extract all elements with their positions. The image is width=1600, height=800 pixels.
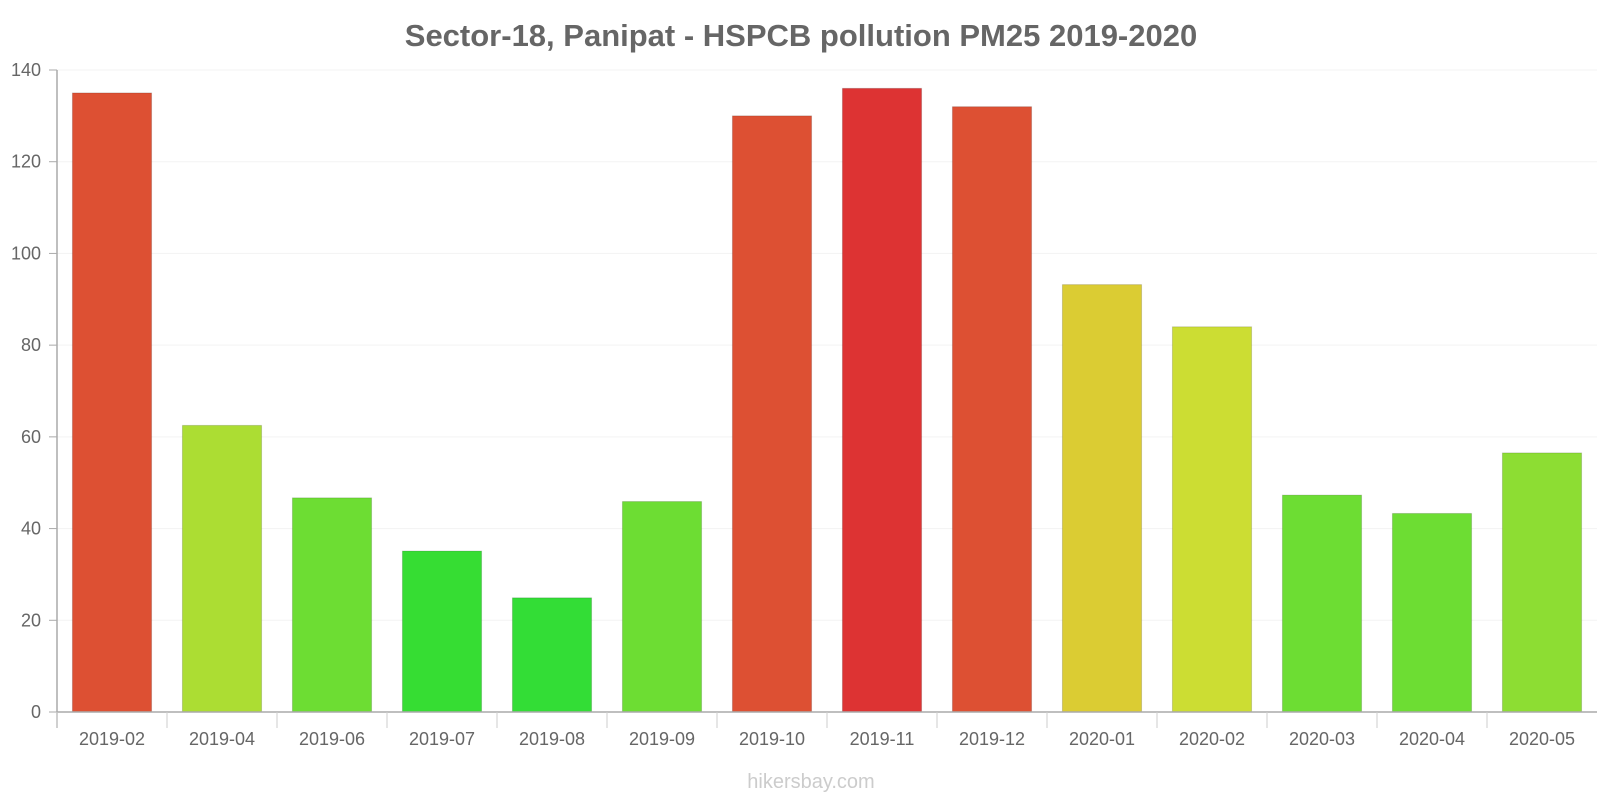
x-tick-label: 2019-10 — [739, 729, 805, 749]
x-tick-label: 2019-04 — [189, 729, 255, 749]
axes — [56, 70, 1597, 728]
y-tick-label: 20 — [21, 610, 41, 630]
gridlines — [57, 69, 1597, 621]
bar-2019-02 — [71, 92, 153, 713]
x-tick-label: 2019-06 — [299, 729, 365, 749]
bar-2020-02 — [1171, 326, 1253, 713]
x-tick-label: 2020-03 — [1289, 729, 1355, 749]
x-tick-label: 2019-07 — [409, 729, 475, 749]
bar-2019-12 — [951, 106, 1033, 713]
x-tick-label: 2020-01 — [1069, 729, 1135, 749]
y-tick-label: 140 — [11, 60, 41, 80]
bar-2019-09 — [621, 501, 703, 713]
y-tick-label: 60 — [21, 427, 41, 447]
y-tick-label: 40 — [21, 519, 41, 539]
y-tick-label: 80 — [21, 335, 41, 355]
x-tick-label: 2019-08 — [519, 729, 585, 749]
y-axis-ticks: 0 20 40 60 80 100 120 140 — [11, 60, 57, 722]
bar-2019-04 — [181, 424, 263, 713]
x-tick-label: 2020-04 — [1399, 729, 1465, 749]
bar-2020-04 — [1391, 512, 1473, 713]
y-tick-label: 120 — [11, 152, 41, 172]
bar-2020-03 — [1281, 494, 1363, 713]
y-tick-label: 100 — [11, 243, 41, 263]
bar-2019-11 — [841, 87, 923, 713]
x-axis-ticks: 2019-02 2019-04 2019-06 2019-07 2019-08 2019-… — [56, 712, 1575, 749]
x-tick-label: 2019-11 — [850, 729, 915, 749]
bar-2019-10 — [731, 115, 813, 713]
x-tick-label: 2019-09 — [629, 729, 695, 749]
bar-2019-07 — [401, 550, 483, 713]
x-tick-label: 2019-02 — [79, 729, 145, 749]
bars — [71, 87, 1583, 713]
bar-2020-05 — [1501, 452, 1583, 713]
watermark: hikersbay.com — [747, 771, 874, 793]
bar-2019-06 — [291, 497, 373, 713]
x-tick-label: 2020-02 — [1179, 729, 1245, 749]
bar-2020-01 — [1061, 284, 1143, 713]
chart-title: Sector-18, Panipat - HSPCB pollution PM2… — [405, 18, 1197, 53]
x-tick-label: 2020-05 — [1509, 729, 1575, 749]
bar-2019-08 — [511, 597, 593, 713]
x-tick-label: 2019-12 — [959, 729, 1025, 749]
y-tick-label: 0 — [31, 702, 41, 722]
